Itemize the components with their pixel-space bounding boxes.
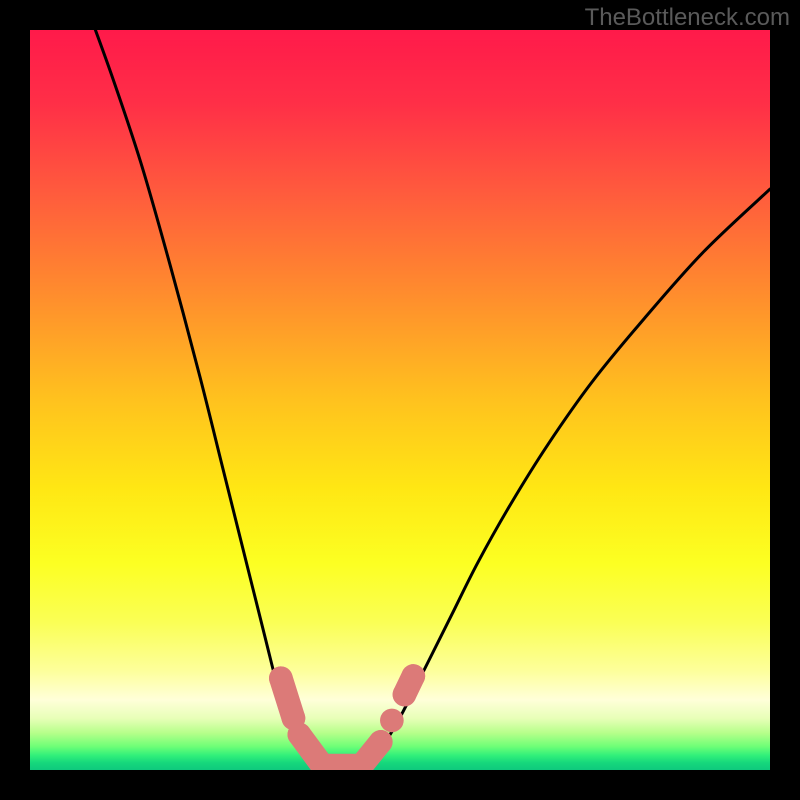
marker-dot: [369, 730, 393, 754]
marker-dot: [380, 709, 404, 733]
chart-frame: TheBottleneck.com: [0, 0, 800, 800]
gradient-bg: [30, 30, 770, 770]
marker-dot: [401, 664, 425, 688]
plot-area: [30, 30, 770, 770]
chart-svg: [30, 30, 770, 770]
watermark-text: TheBottleneck.com: [585, 4, 790, 32]
